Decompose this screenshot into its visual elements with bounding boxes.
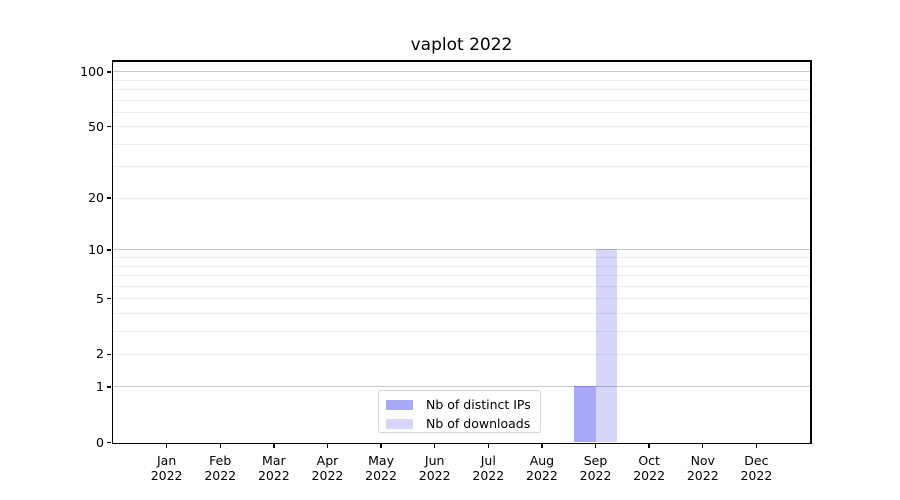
y-tick (107, 71, 111, 73)
x-tick-label: Mar 2022 (257, 453, 290, 483)
y-tick-label: 2 (96, 346, 104, 362)
legend-swatch (386, 418, 413, 429)
y-tick (107, 249, 111, 251)
axis-spine-top (111, 60, 812, 62)
y-tick-label: 20 (88, 190, 104, 206)
gridline-minor (113, 166, 810, 168)
x-tick (541, 443, 543, 448)
gridline-minor (113, 275, 810, 277)
x-tick-label: Sep 2022 (579, 453, 612, 483)
legend-item-label: Nb of distinct IPs (426, 396, 531, 412)
y-tick (107, 441, 111, 444)
y-tick (107, 126, 111, 128)
x-tick (380, 443, 382, 448)
x-tick (648, 443, 650, 448)
x-tick (165, 443, 168, 448)
x-tick (273, 443, 275, 448)
plot-area (113, 61, 810, 442)
gridline-minor (113, 143, 810, 145)
x-tick-label: Dec 2022 (740, 453, 773, 483)
y-tick (107, 297, 111, 300)
x-tick-label: Jan 2022 (150, 453, 183, 483)
x-tick-label: May 2022 (365, 453, 397, 483)
gridline-minor (113, 126, 810, 128)
legend-item-label: Nb of downloads (426, 415, 531, 431)
y-tick (107, 353, 111, 355)
x-tick (755, 443, 758, 448)
gridline-minor (113, 353, 810, 355)
gridline-minor (113, 312, 810, 314)
gridline-minor (113, 79, 810, 81)
bar-nb-of-downloads (595, 249, 618, 442)
x-tick-label: Nov 2022 (686, 453, 719, 483)
axis-spine-bottom (111, 442, 812, 444)
legend-item: Nb of distinct IPs (386, 395, 532, 414)
gridline-minor (113, 99, 810, 101)
axis-spine-left (111, 60, 113, 444)
x-tick-label: Oct 2022 (633, 453, 666, 483)
y-tick (107, 197, 111, 199)
x-tick-label: Feb 2022 (204, 453, 237, 483)
legend: Nb of distinct IPs Nb of downloads (378, 390, 541, 433)
legend-swatch (386, 399, 413, 410)
y-tick-label: 10 (88, 241, 104, 257)
legend-item: Nb of downloads (386, 414, 532, 433)
x-tick (487, 443, 489, 448)
y-tick-label: 0 (96, 434, 104, 450)
x-tick (326, 443, 329, 448)
axis-spine-right (810, 60, 812, 444)
gridline-minor (113, 89, 810, 91)
x-tick (433, 443, 436, 448)
y-tick-label: 5 (96, 290, 104, 306)
gridline-minor (113, 298, 810, 300)
gridline-minor (113, 265, 810, 267)
y-tick-label: 1 (96, 378, 104, 394)
x-tick-label: Apr 2022 (311, 453, 344, 483)
gridline-minor (113, 111, 810, 113)
gridline-major (113, 386, 810, 388)
y-tick (107, 386, 111, 388)
gridline-minor (113, 330, 810, 332)
gridline-minor (113, 257, 810, 259)
x-tick-label: Jun 2022 (418, 453, 451, 483)
x-tick (594, 443, 597, 448)
gridline-minor (113, 197, 810, 199)
x-tick (702, 443, 704, 448)
x-tick-label: Jul 2022 (472, 453, 505, 483)
gridline-minor (113, 285, 810, 287)
gridline-major (113, 71, 810, 73)
gridline-major (113, 249, 810, 251)
x-tick-label: Aug 2022 (526, 453, 558, 483)
bar-nb-of-distinct-ips (574, 386, 596, 442)
y-tick-label: 50 (88, 118, 104, 134)
y-tick-label: 100 (80, 63, 104, 79)
chart-title: vaplot 2022 (410, 35, 513, 55)
x-tick (219, 443, 221, 448)
